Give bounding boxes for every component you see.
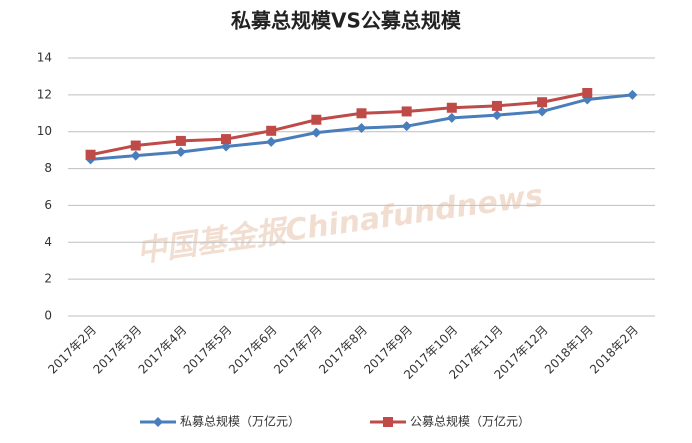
y-tick-label: 4 <box>44 235 52 249</box>
marker <box>627 89 638 100</box>
marker <box>537 97 548 108</box>
marker <box>537 106 548 117</box>
marker <box>311 114 322 125</box>
marker <box>266 125 277 136</box>
watermark: 中国基金报Chinafundnews <box>135 178 546 270</box>
marker <box>446 102 457 113</box>
marker <box>582 88 593 99</box>
y-tick-label: 2 <box>44 272 52 286</box>
marker <box>401 121 412 132</box>
marker <box>175 135 186 146</box>
x-tick-label: 2018年2月 <box>587 323 641 377</box>
marker <box>175 146 186 157</box>
marker <box>356 123 367 134</box>
marker <box>130 140 141 151</box>
marker <box>266 136 277 147</box>
legend-label: 公募总规模（万亿元） <box>410 414 530 429</box>
marker <box>356 108 367 119</box>
marker <box>311 127 322 138</box>
marker <box>491 110 502 121</box>
y-tick-label: 14 <box>37 51 52 65</box>
marker <box>130 150 141 161</box>
legend-marker <box>153 417 163 427</box>
series-line <box>90 91 588 157</box>
y-tick-label: 6 <box>44 198 52 212</box>
marker <box>491 100 502 111</box>
marker <box>85 149 96 160</box>
marker <box>221 134 232 145</box>
chart-title: 私募总规模VS公募总规模 <box>231 9 462 33</box>
marker <box>446 112 457 123</box>
y-tick-label: 0 <box>44 309 52 323</box>
y-tick-label: 8 <box>44 161 52 175</box>
y-tick-label: 10 <box>37 124 52 138</box>
marker <box>401 106 412 117</box>
legend-marker <box>383 417 393 427</box>
legend-label: 私募总规模（万亿元） <box>180 414 300 429</box>
y-tick-label: 12 <box>37 87 52 101</box>
